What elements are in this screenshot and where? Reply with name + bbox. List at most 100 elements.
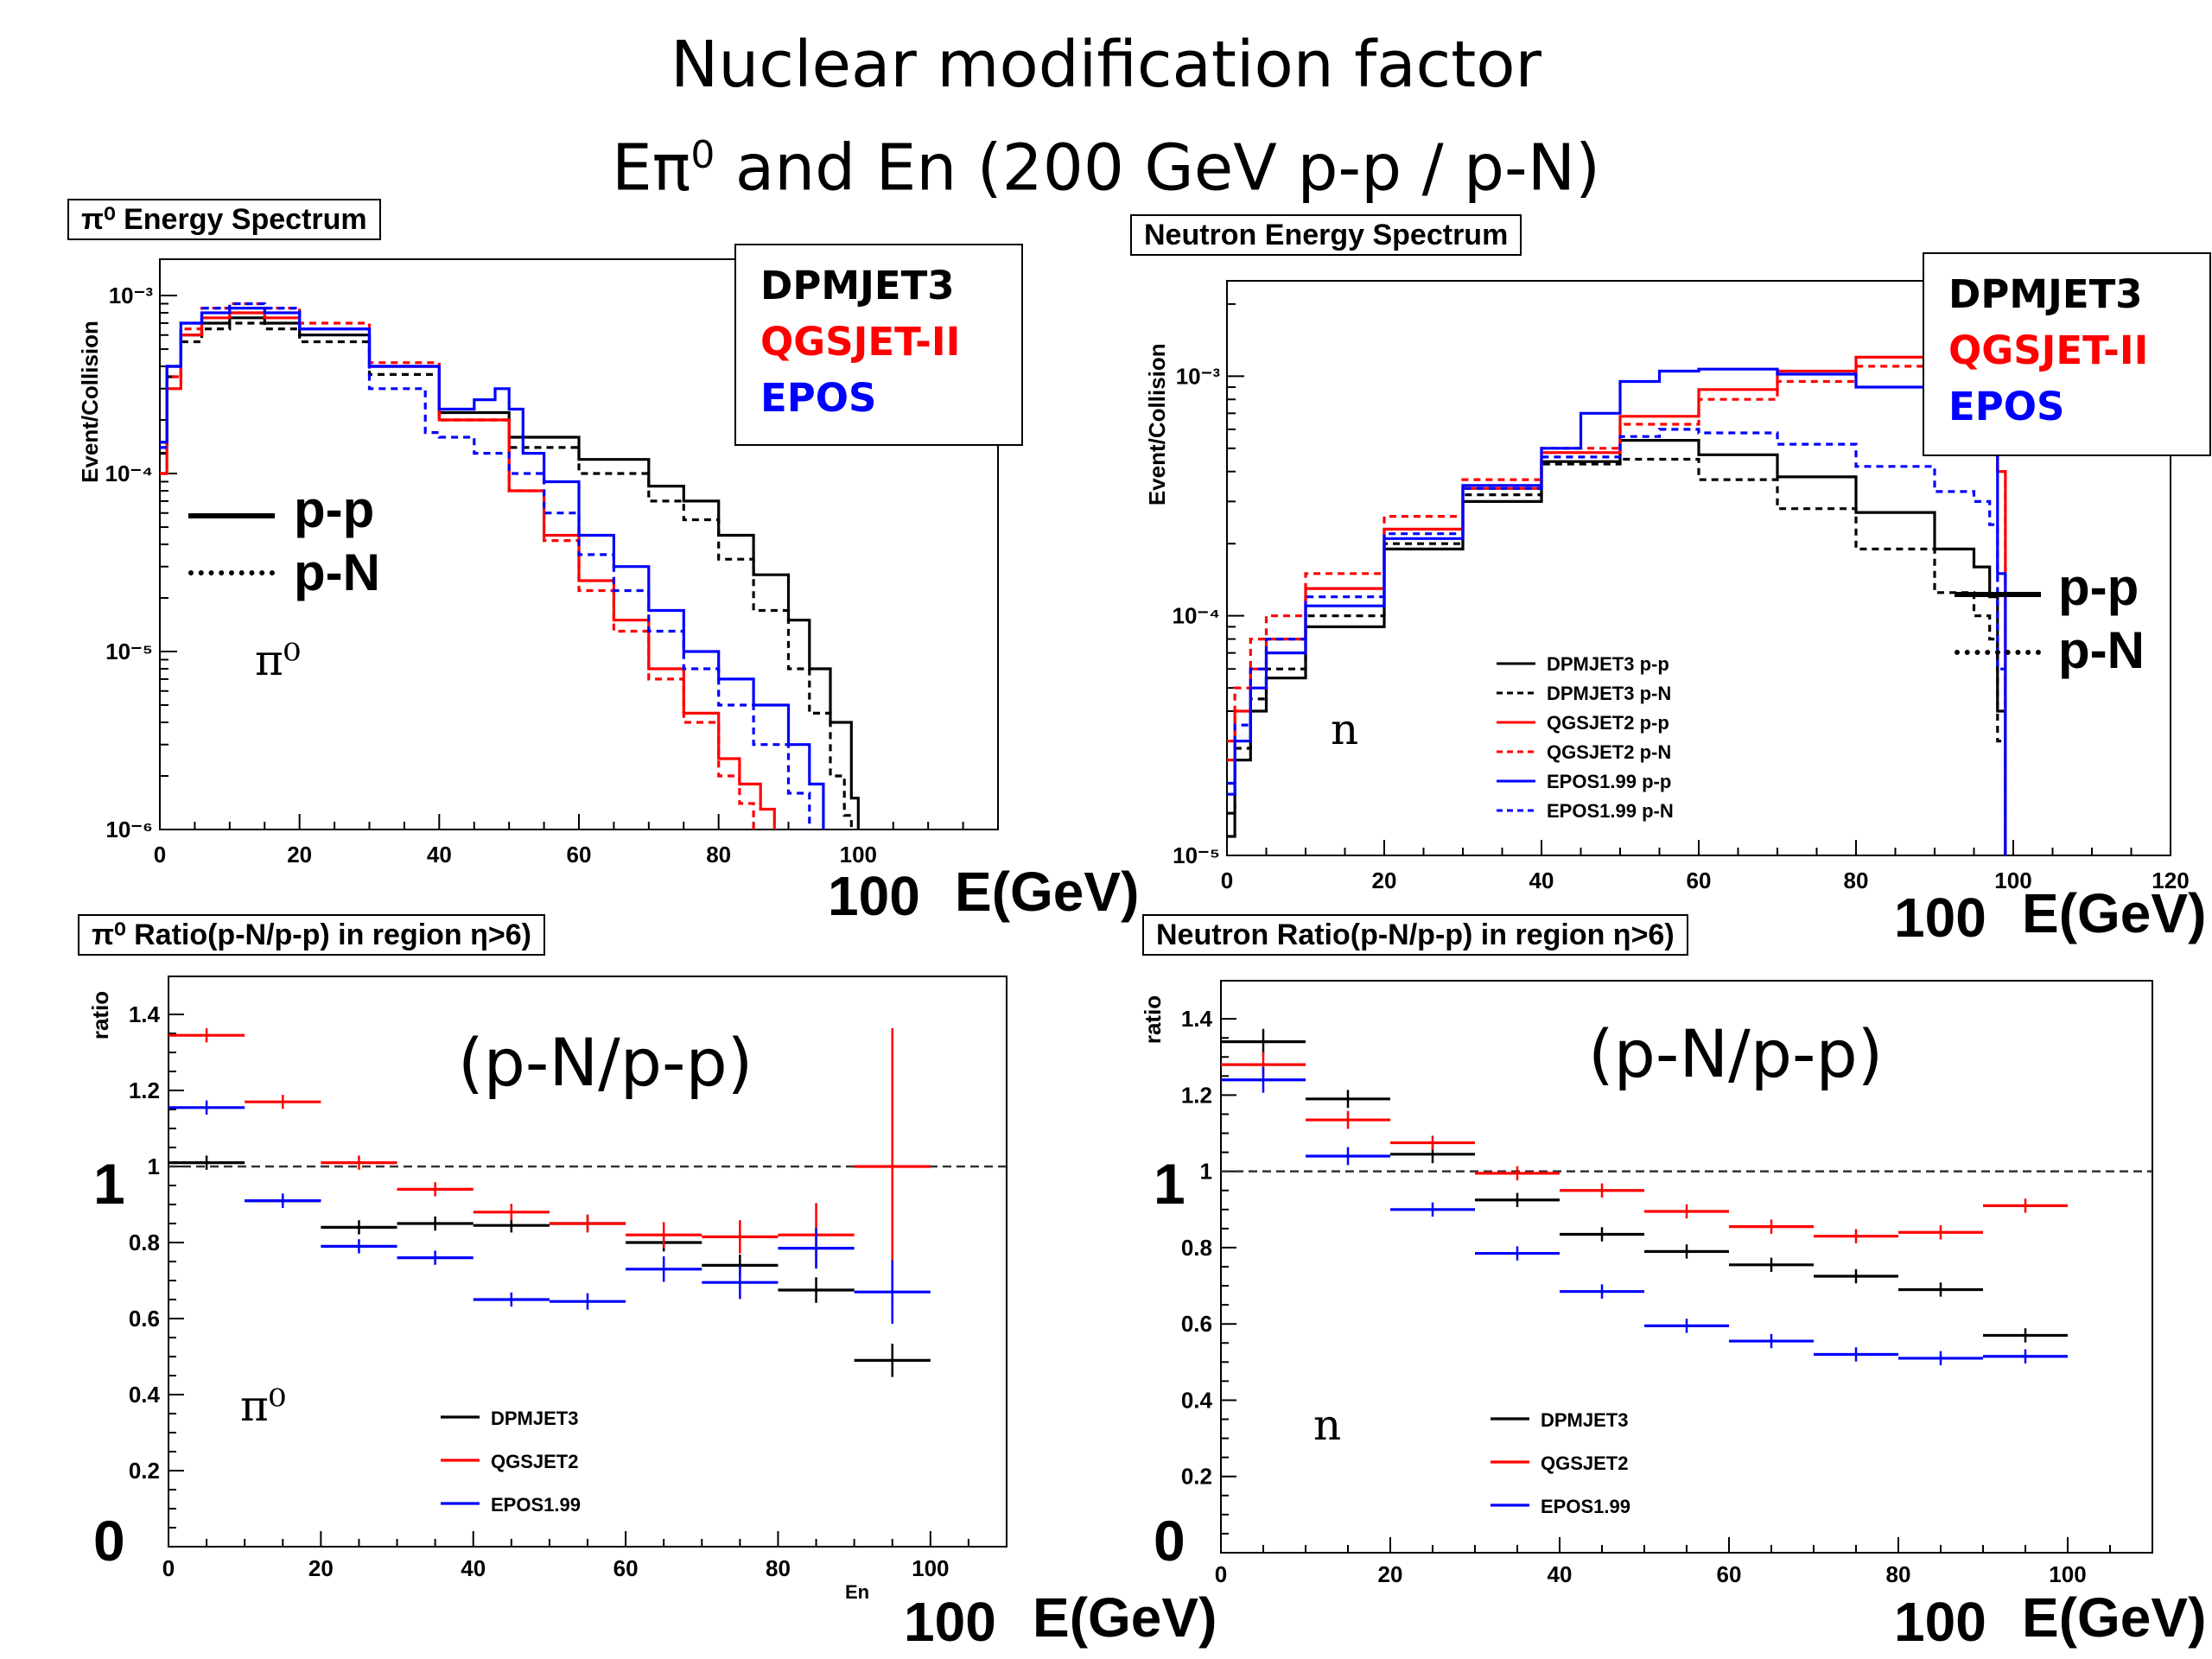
pi-ratio-label: (p-N/p-p): [458, 1024, 753, 1101]
pi-ratio-one-annot: 1: [93, 1152, 125, 1216]
neutron-ratio-title: Neutron Ratio(p-N/p-p) in region η>6): [1142, 914, 1688, 956]
x-tick-label: 100: [840, 842, 877, 868]
y-tick-label: 1: [148, 1154, 160, 1179]
pi-ratio-zero-annot: 0: [93, 1509, 125, 1573]
legend-label: DPMJET3 p-N: [1547, 683, 1671, 704]
legend-label: QGSJET2 p-p: [1547, 712, 1669, 734]
x-tick-label: 60: [567, 842, 592, 868]
slide-title-line2: Eπ0 and En (200 GeV p-p / p-N): [0, 117, 2212, 207]
pi-ratio-unit-annot: E(GeV): [1033, 1586, 1217, 1649]
y-tick-label: 0.4: [129, 1382, 161, 1408]
y-tick-label: 10⁻⁶: [105, 817, 153, 842]
x-tick-label: 20: [1372, 868, 1397, 893]
y-tick-label: 1.2: [1181, 1082, 1212, 1108]
legend-label: DPMJET3: [491, 1408, 578, 1429]
series-line-dpmjet3-p-p: [1227, 439, 2007, 855]
title-epi: Eπ: [612, 130, 691, 206]
legend-epos: EPOS: [1948, 384, 2065, 429]
legend-dpmjet: DPMJET3: [760, 263, 955, 308]
y-tick-label: 10⁻³: [1176, 363, 1221, 389]
title-sup-zero: 0: [690, 133, 715, 177]
dotted-line-sample: [1955, 650, 2041, 655]
neutron-ratio-chart: 0 20 40 60 80 100 0.2 0.4 0.6 0.8 1 1.2 1.4 ratio DPMJ…: [1140, 980, 2153, 1587]
series-line-epos1-99-p-n: [160, 302, 811, 830]
y-tick-label: 10⁻⁵: [1173, 842, 1220, 868]
pi-ratio-title: π⁰ Ratio(p-N/p-p) in region η>6): [78, 914, 546, 956]
y-tick-label: 1.4: [129, 1001, 161, 1027]
pi-model-legend: DPMJET3 QGSJET-II EPOS: [734, 244, 1023, 446]
pi-ratio-x-label: En: [845, 1581, 870, 1603]
legend-label: EPOS1.99 p-p: [1547, 771, 1671, 792]
y-tick-label: 0.4: [1181, 1387, 1213, 1413]
neutron-ratio-one-annot: 1: [1154, 1152, 1185, 1216]
y-tick-label: 10⁻³: [109, 283, 154, 308]
legend-qgsjet: QGSJET-II: [1948, 327, 2149, 373]
dotted-line-sample: [188, 570, 275, 575]
y-axis-label: Event/Collision: [1144, 343, 1170, 505]
series-line-qgsjet2-p-n: [1227, 351, 2007, 855]
y-tick-label: 0.6: [1181, 1311, 1212, 1337]
x-tick-label: 0: [162, 1555, 175, 1581]
neutron-spectrum-unit-annot: E(GeV): [2022, 882, 2207, 944]
series-line-dpmjet3-p-p: [160, 316, 860, 830]
y-tick-label: 0.2: [129, 1458, 160, 1484]
legend-label: QGSJET2: [491, 1451, 578, 1472]
legend-label: QGSJET2 p-N: [1547, 741, 1671, 763]
neutron-spectrum-chart: 0 20 40 60 80 100 120 10⁻³ 10⁻⁴ 10⁻⁵ Event/Collisi…: [1144, 280, 2190, 893]
y-tick-label: 10⁻⁴: [1172, 603, 1220, 629]
x-tick-label: 60: [1687, 868, 1712, 893]
legend-dpmjet: DPMJET3: [1948, 271, 2143, 317]
x-tick-label: 40: [1529, 868, 1554, 893]
x-tick-label: 80: [1844, 868, 1869, 893]
neutron-label: n: [1313, 1400, 1342, 1450]
y-tick-label: 0.6: [129, 1306, 160, 1332]
x-tick-label: 120: [2152, 868, 2189, 893]
neutron-ratio-unit-annot: E(GeV): [2022, 1586, 2207, 1649]
series-line-epos1-99-p-p: [160, 306, 825, 830]
legend-label: EPOS1.99: [1541, 1496, 1630, 1517]
y-axis-label: ratio: [1140, 995, 1166, 1044]
x-tick-label: 20: [287, 842, 312, 868]
neutron-model-legend: DPMJET3 QGSJET-II EPOS: [1923, 252, 2211, 456]
y-tick-label: 0.8: [1181, 1235, 1212, 1261]
neutron-ratio-100-annot: 100: [1894, 1591, 1986, 1653]
pi-ratio-100-annot: 100: [904, 1591, 996, 1653]
x-tick-label: 80: [766, 1555, 791, 1581]
x-tick-label: 80: [1886, 1561, 1911, 1587]
neutron-spectrum-title: Neutron Energy Spectrum: [1130, 214, 1522, 256]
legend-epos: EPOS: [760, 375, 877, 421]
y-tick-label: 10⁻⁴: [105, 461, 153, 486]
pi-spectrum-unit-annot: E(GeV): [955, 861, 1140, 923]
solid-line-sample: [1955, 592, 2041, 597]
pn-label: p-N: [294, 543, 380, 601]
pi0-label: π⁰: [240, 1381, 286, 1431]
x-tick-label: 80: [706, 842, 731, 868]
x-tick-label: 0: [1215, 1561, 1227, 1587]
x-tick-label: 40: [427, 842, 452, 868]
legend-label: DPMJET3 p-p: [1547, 653, 1669, 675]
series-line-qgsjet2-p-n: [160, 302, 755, 830]
series-line-dpmjet3-p-n: [160, 321, 853, 830]
legend-label: QGSJET2: [1541, 1452, 1628, 1474]
neutron-ratio-label: (p-N/p-p): [1588, 1015, 1884, 1092]
y-tick-label: 1.4: [1181, 1006, 1213, 1032]
solid-line-sample: [188, 513, 275, 518]
x-tick-label: 20: [308, 1555, 334, 1581]
x-tick-label: 40: [461, 1555, 486, 1581]
x-tick-label: 60: [613, 1555, 639, 1581]
x-tick-label: 100: [2049, 1561, 2086, 1587]
y-tick-label: 0.2: [1181, 1464, 1212, 1490]
neutron-ratio-zero-annot: 0: [1154, 1509, 1185, 1573]
pn-label: p-N: [2058, 621, 2145, 679]
legend-label: EPOS1.99: [491, 1494, 581, 1516]
x-tick-label: 20: [1378, 1561, 1403, 1587]
x-tick-label: 100: [912, 1555, 949, 1581]
y-tick-label: 1: [1200, 1159, 1212, 1185]
series-line-epos1-99-p-n: [1227, 428, 2007, 855]
y-tick-label: 1.2: [129, 1077, 160, 1103]
neutron-label: n: [1331, 704, 1359, 754]
x-tick-label: 60: [1717, 1561, 1742, 1587]
x-tick-label: 100: [1994, 868, 2031, 893]
pp-label: p-p: [294, 480, 375, 538]
